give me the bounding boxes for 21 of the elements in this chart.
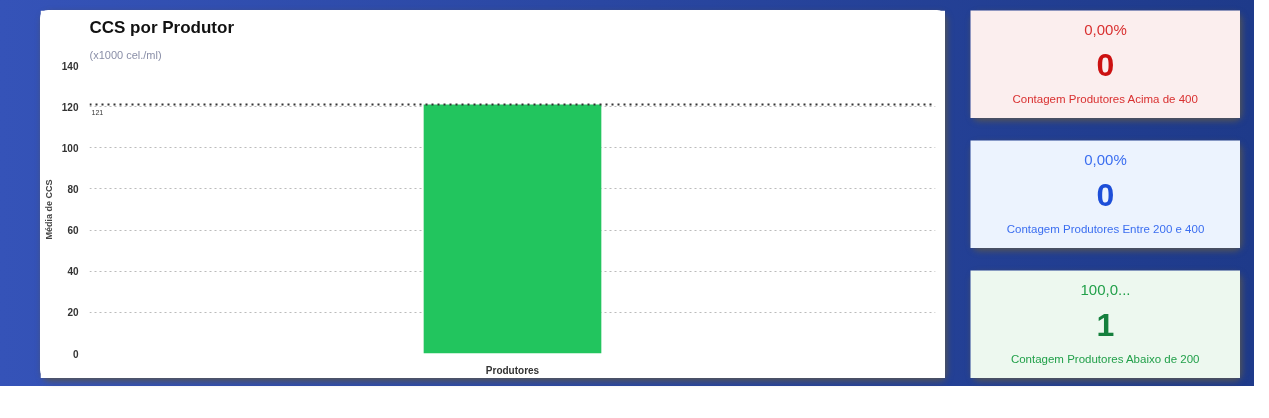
y-tick-label: 60 xyxy=(67,225,79,237)
y-tick-label: 80 xyxy=(67,183,79,195)
x-tick-label: Produtores xyxy=(485,364,540,376)
text: 1 xyxy=(1096,306,1115,343)
y-axis-title: Média de CCS xyxy=(43,179,54,240)
text: 0 xyxy=(1096,176,1115,213)
y-tick-label: 20 xyxy=(67,307,79,319)
y-tick-label: 100 xyxy=(61,142,79,154)
y-tick-label: 0 xyxy=(72,348,79,360)
text: 100,0... xyxy=(1080,280,1131,298)
y-tick-label: 40 xyxy=(67,266,79,278)
y-tick-label: 120 xyxy=(61,101,79,113)
text: 0,00% xyxy=(1084,151,1127,169)
text: Contagem Produtores Acima de 400 xyxy=(1012,93,1198,106)
text: Contagem Produtores Entre 200 e 400 xyxy=(1006,223,1205,236)
text: 0,00% xyxy=(1084,21,1127,39)
chart-subtitle: (x1000 cel./ml) xyxy=(89,48,162,61)
text: 0 xyxy=(1096,46,1115,83)
chart-title: CCS por Produtor xyxy=(89,17,235,37)
text: Contagem Produtores Abaixo de 200 xyxy=(1010,353,1200,366)
y-tick-label: 140 xyxy=(61,60,79,72)
